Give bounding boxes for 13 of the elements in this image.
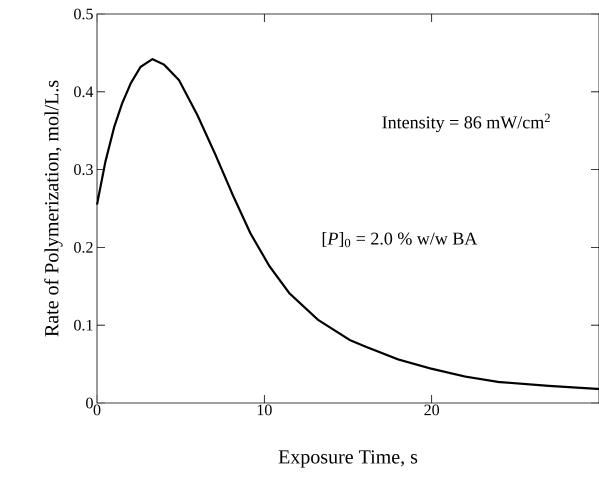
y-tick-label: 0.3 — [74, 164, 93, 176]
y-tick-label: 0 — [86, 398, 93, 408]
y-tick-label: 0.5 — [74, 8, 93, 20]
y-axis-title: Rate of Polymerization, mol/L.s — [44, 80, 63, 336]
x-tick-label: 20 — [424, 404, 440, 416]
x-axis-title: Exposure Time, s — [278, 450, 418, 468]
y-tick-label: 0.2 — [74, 242, 93, 253]
annotation: [P]$_{0}$ = 2.0 % w/w BA — [322, 232, 478, 248]
x-tick-label: 10 — [258, 404, 272, 416]
annotation: Intensity = 86 mW/cm$^{2}$ — [382, 114, 550, 132]
x-tick-label: 0 — [94, 404, 100, 416]
y-tick-label: 0.1 — [74, 320, 93, 331]
y-tick-label: 0.4 — [74, 86, 94, 98]
